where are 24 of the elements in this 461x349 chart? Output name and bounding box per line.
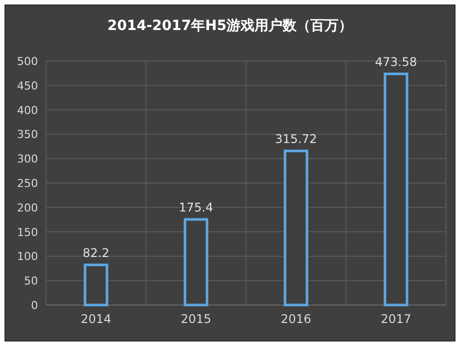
- y-tick-label: 450: [17, 79, 38, 92]
- x-tick-label: 2015: [180, 312, 212, 326]
- chart-title: 2014-2017年H5游戏用户数（百万）: [107, 17, 353, 34]
- y-tick-label: 200: [17, 201, 38, 214]
- y-tick-label: 50: [24, 274, 38, 288]
- x-tick-label: 2017: [380, 312, 412, 326]
- data-label: 175.4: [178, 200, 214, 214]
- y-tick-label: 250: [17, 177, 38, 190]
- bar: [184, 218, 208, 306]
- bar: [84, 264, 108, 306]
- y-tick-label: 100: [17, 250, 38, 264]
- data-label: 473.58: [375, 54, 417, 69]
- x-tick-label: 2014: [80, 312, 112, 326]
- bar: [284, 150, 308, 306]
- bar: [384, 72, 408, 306]
- y-tick-label: 0: [31, 299, 38, 312]
- data-label: 315.72: [275, 132, 317, 146]
- y-tick-label: 350: [17, 128, 38, 142]
- y-tick-label: 150: [17, 226, 38, 239]
- data-label: 82.2: [82, 246, 110, 260]
- y-tick-label: 300: [17, 152, 38, 166]
- y-tick-label: 400: [17, 104, 38, 117]
- y-tick-label: 500: [17, 55, 38, 68]
- x-tick-label: 2016: [280, 312, 312, 326]
